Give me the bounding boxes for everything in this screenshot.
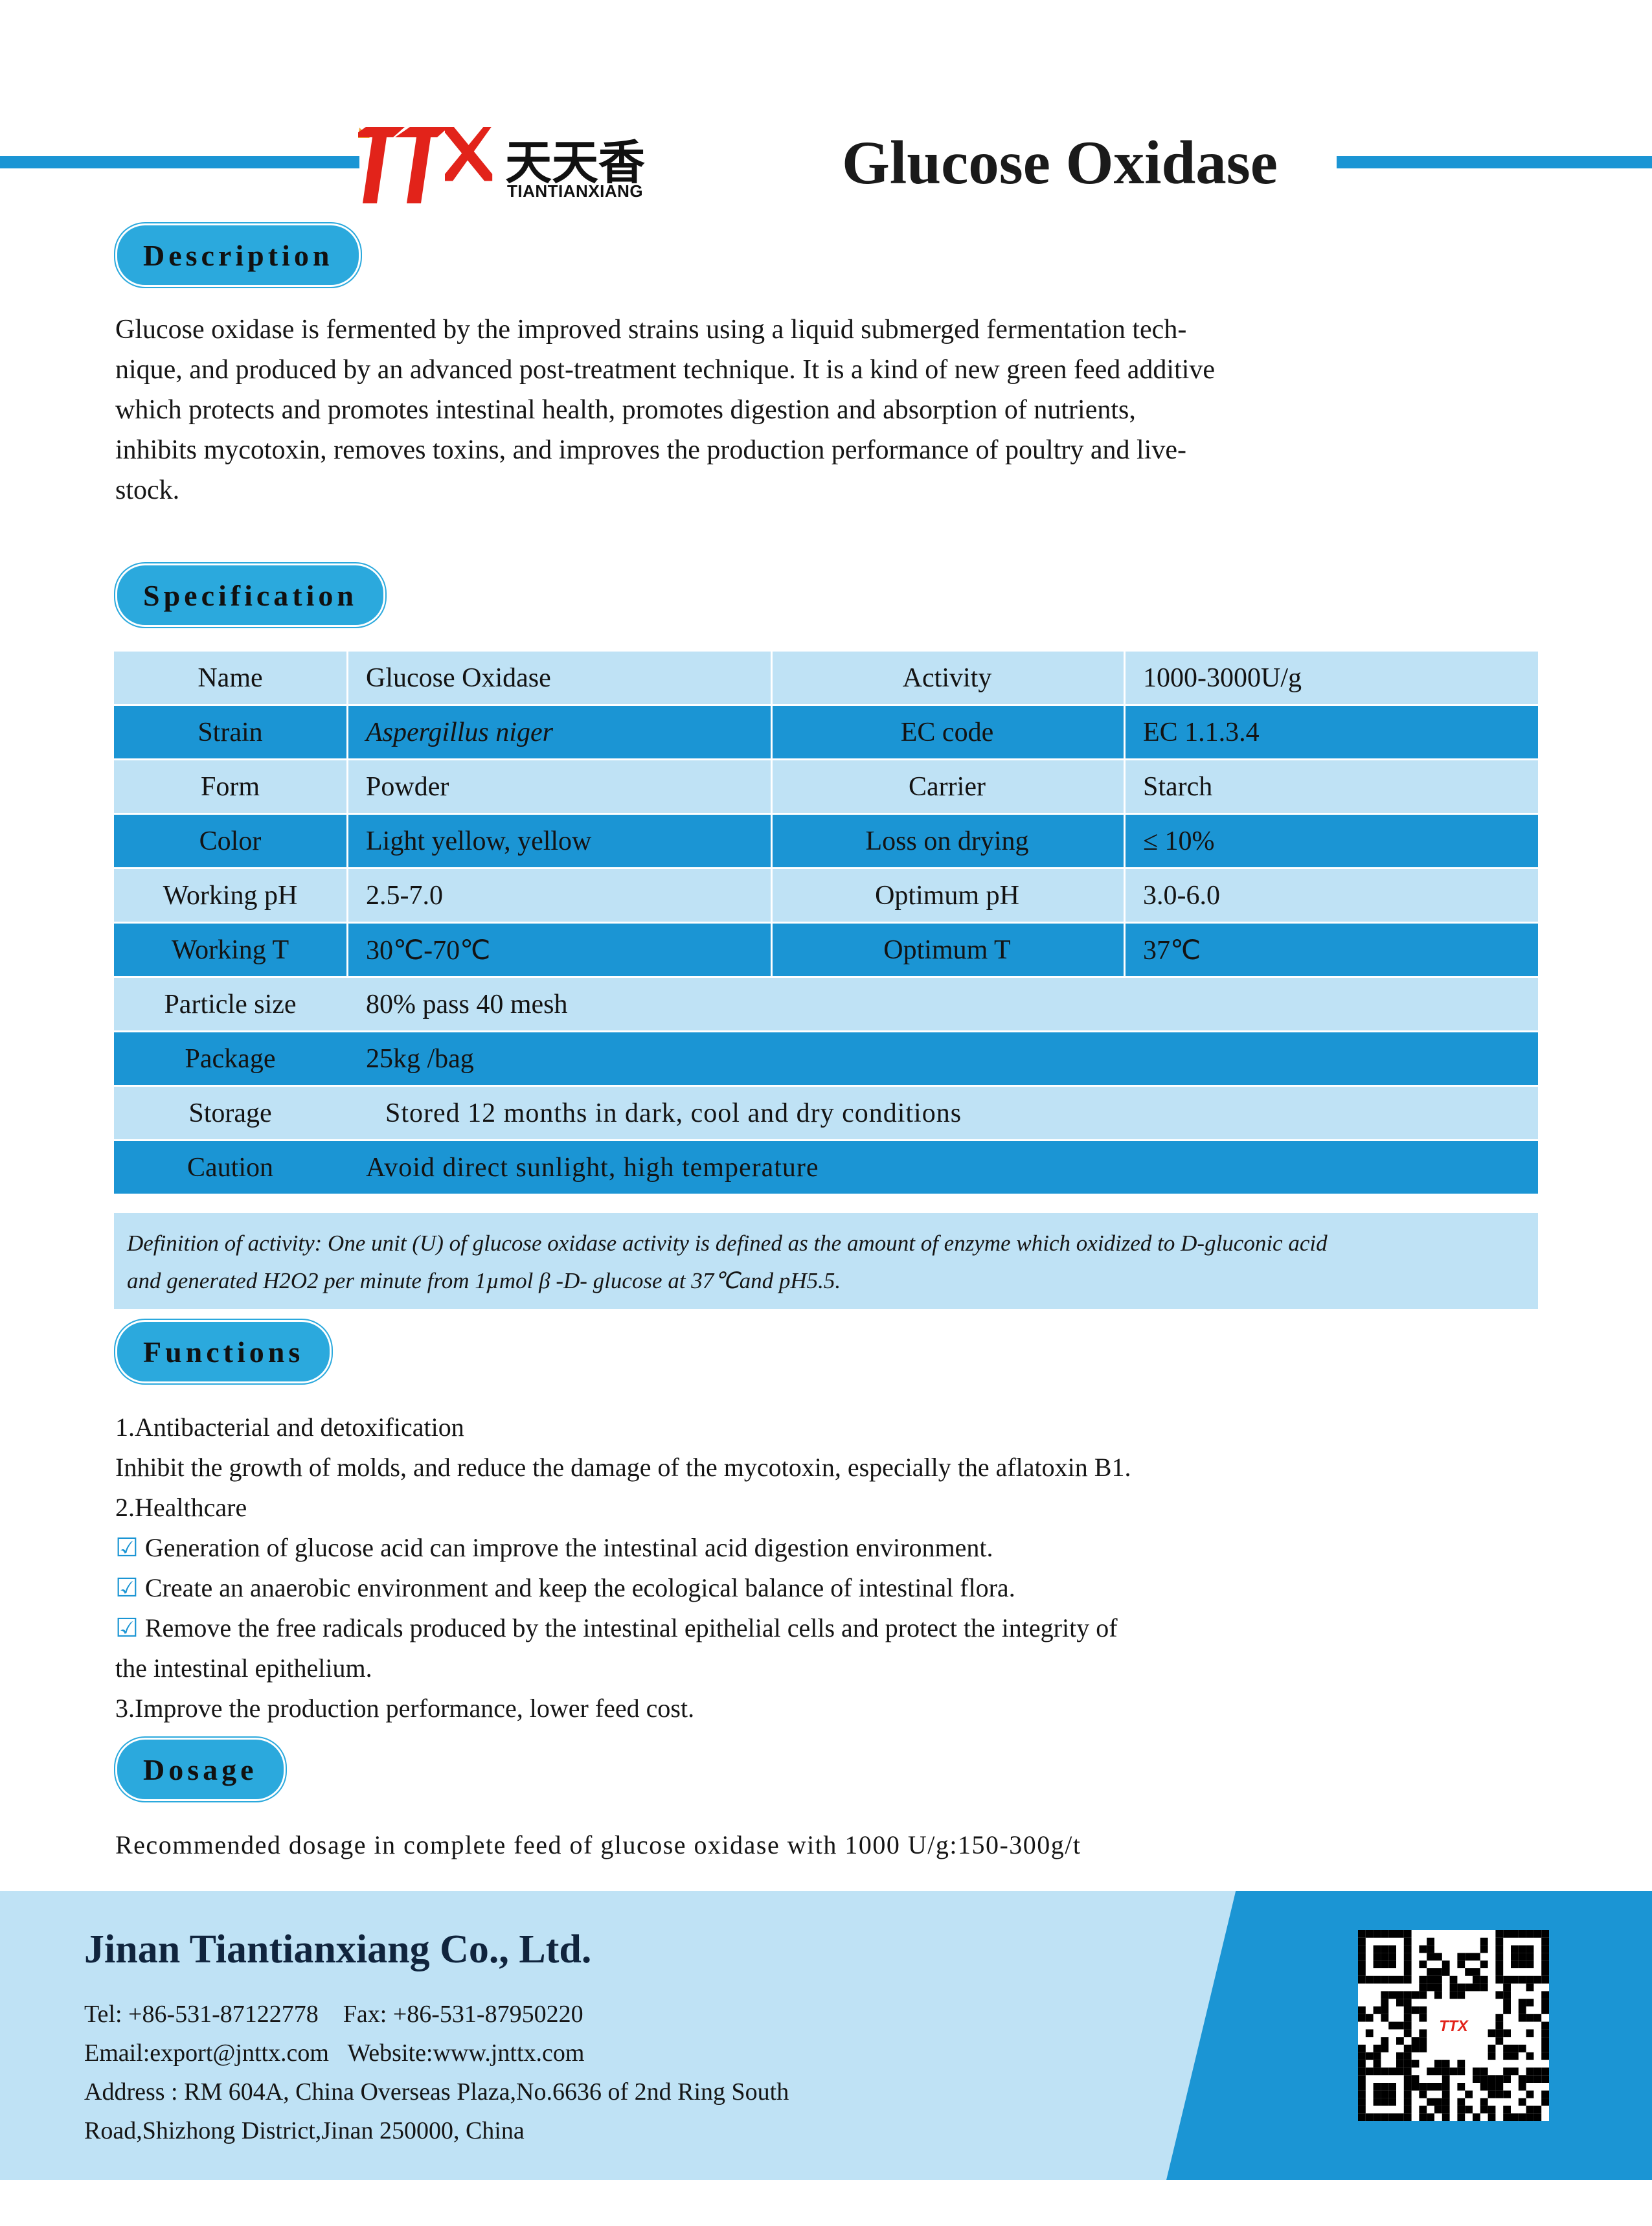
svg-text:TTX: TTX bbox=[1439, 2017, 1469, 2034]
svg-text:TIANTIANXIANG: TIANTIANXIANG bbox=[507, 181, 643, 201]
